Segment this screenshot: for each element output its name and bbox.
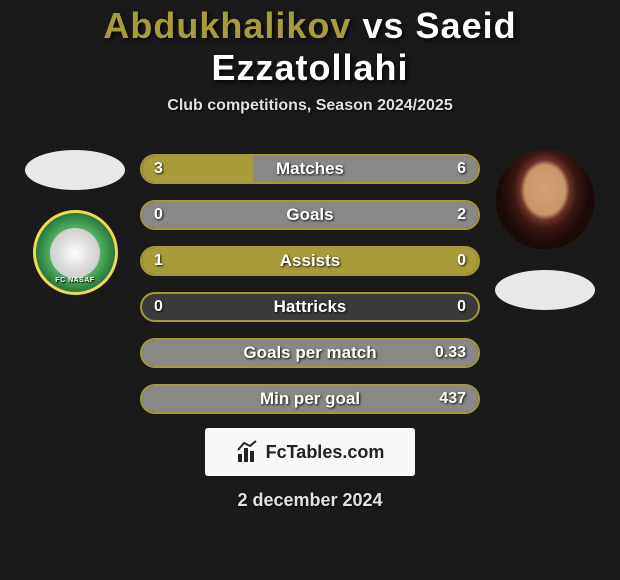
main-area: FC NASAF 3 Matches 6 0 Goals 2 1 Assists 0 0 Hattr… xyxy=(0,150,620,414)
player2-face xyxy=(495,150,595,250)
player2-avatar xyxy=(495,150,595,250)
stat-label: Goals per match xyxy=(243,343,376,363)
logo-text: FcTables.com xyxy=(266,442,385,463)
stat-label: Assists xyxy=(280,251,340,271)
stat-bar-hattricks: 0 Hattricks 0 xyxy=(140,292,480,322)
subtitle: Club competitions, Season 2024/2025 xyxy=(0,97,620,115)
badge-label: FC NASAF xyxy=(55,277,94,284)
footer-logo: FcTables.com xyxy=(205,428,415,476)
player2-column xyxy=(495,150,595,310)
stats-column: 3 Matches 6 0 Goals 2 1 Assists 0 0 Hattricks 0 Goal… xyxy=(140,150,480,414)
stat-value-left: 1 xyxy=(154,252,163,270)
stat-label: Hattricks xyxy=(274,297,347,317)
stat-value-right: 0.33 xyxy=(435,344,466,362)
stat-label: Matches xyxy=(276,159,344,179)
stat-bar-matches: 3 Matches 6 xyxy=(140,154,480,184)
stat-bar-assists: 1 Assists 0 xyxy=(140,246,480,276)
stat-value-right: 0 xyxy=(457,252,466,270)
player1-avatar xyxy=(25,150,125,190)
stat-value-right: 437 xyxy=(439,390,466,408)
player1-name: Abdukhalikov xyxy=(103,5,351,46)
stat-bar-goals-per-match: Goals per match 0.33 xyxy=(140,338,480,368)
stat-bar-min-per-goal: Min per goal 437 xyxy=(140,384,480,414)
comparison-card: Abdukhalikov vs Saeid Ezzatollahi Club c… xyxy=(0,0,620,450)
player2-club-badge xyxy=(495,270,595,310)
main-title: Abdukhalikov vs Saeid Ezzatollahi xyxy=(0,5,620,89)
player1-column: FC NASAF xyxy=(25,150,125,295)
stat-label: Goals xyxy=(286,205,333,225)
stat-value-right: 6 xyxy=(457,160,466,178)
stat-value-right: 2 xyxy=(457,206,466,224)
stat-value-left: 3 xyxy=(154,160,163,178)
stat-value-left: 0 xyxy=(154,298,163,316)
stat-label: Min per goal xyxy=(260,389,360,409)
vs-separator: vs xyxy=(362,5,404,46)
footer-date: 2 december 2024 xyxy=(0,490,620,511)
stat-bar-goals: 0 Goals 2 xyxy=(140,200,480,230)
chart-icon xyxy=(236,440,260,464)
player1-club-badge: FC NASAF xyxy=(33,210,118,295)
stat-value-left: 0 xyxy=(154,206,163,224)
stat-value-right: 0 xyxy=(457,298,466,316)
